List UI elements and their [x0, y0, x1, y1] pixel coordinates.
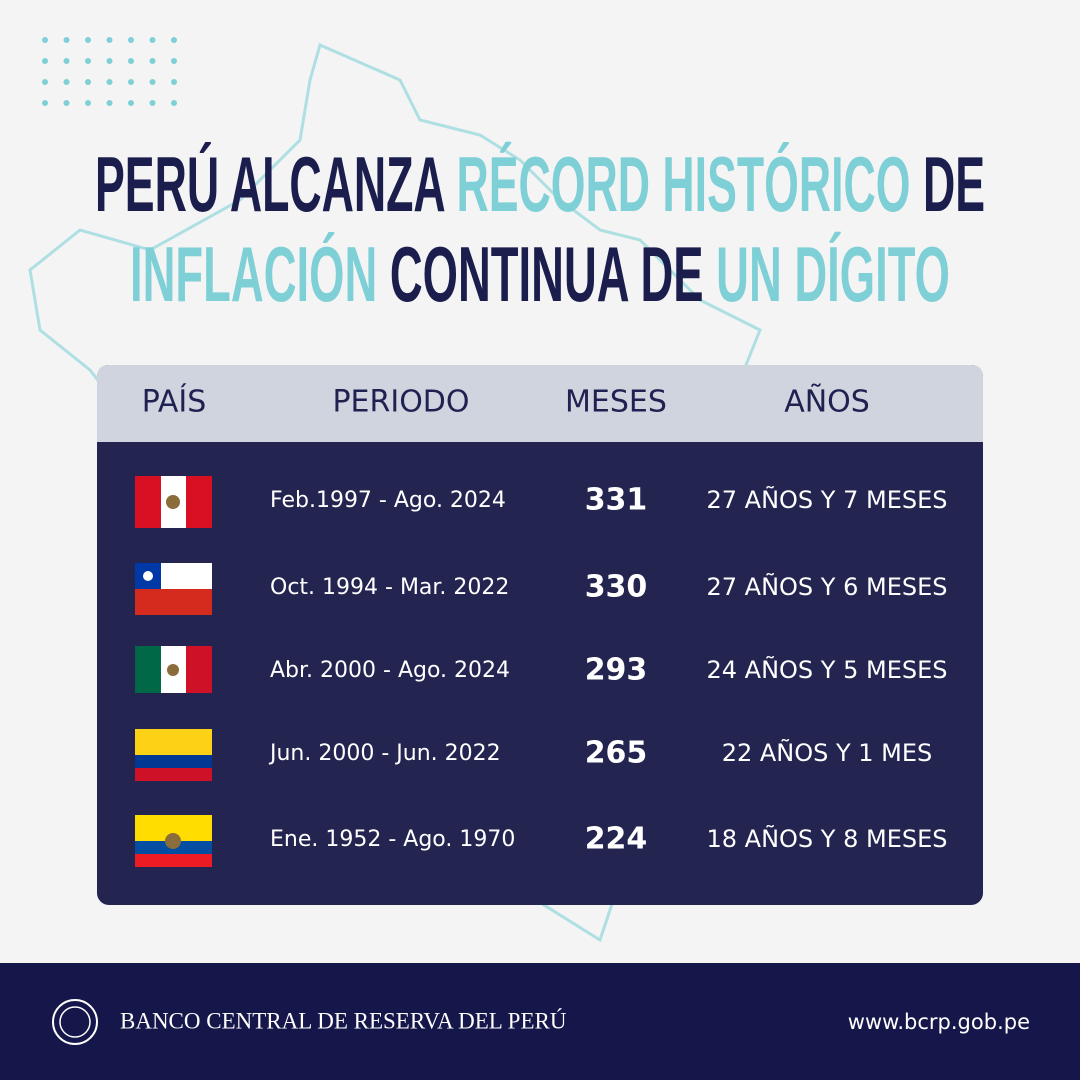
- years-cell: 27 AÑOS Y 6 MESES: [707, 571, 948, 601]
- dot: [42, 100, 48, 106]
- months-cell: 224: [585, 822, 648, 857]
- dot-grid: [42, 37, 177, 106]
- dot: [149, 58, 156, 64]
- flag-colombia: [135, 729, 212, 781]
- dot: [128, 37, 134, 43]
- title-part: INFLACIÓN: [130, 230, 377, 318]
- flag-ecuador: [135, 815, 212, 867]
- months-cell: 331: [585, 483, 648, 518]
- title-part: DE: [923, 140, 985, 228]
- dot: [42, 58, 48, 64]
- title-part: UN DÍGITO: [716, 230, 950, 318]
- header-cell: PAÍS: [142, 384, 207, 420]
- dot: [42, 79, 48, 85]
- period-cell: Ene. 1952 - Ago. 1970: [270, 827, 515, 852]
- dot: [149, 37, 156, 43]
- dot: [128, 100, 134, 106]
- footer-institution: BANCO CENTRAL DE RESERVA DEL PERÚ: [120, 1007, 567, 1033]
- dot: [106, 58, 113, 64]
- title-part: PERÚ ALCANZA: [95, 140, 445, 228]
- table-header: [97, 365, 983, 442]
- period-cell: Abr. 2000 - Ago. 2024: [270, 658, 510, 683]
- years-cell: 24 AÑOS Y 5 MESES: [707, 654, 948, 684]
- dot: [85, 79, 91, 85]
- dot: [128, 79, 134, 85]
- period-cell: Oct. 1994 - Mar. 2022: [270, 575, 509, 600]
- dot: [63, 79, 70, 85]
- flag-mexico: [135, 646, 212, 693]
- dot: [85, 58, 91, 64]
- dot: [85, 100, 91, 106]
- title-line-1: PERÚ ALCANZA RÉCORD HISTÓRICO DE: [95, 140, 985, 228]
- period-cell: Feb.1997 - Ago. 2024: [270, 488, 506, 513]
- logo-inner: [59, 1006, 91, 1038]
- dot: [171, 100, 177, 106]
- dot: [106, 100, 113, 106]
- dot: [171, 79, 177, 85]
- dot: [171, 37, 177, 43]
- dot: [63, 58, 70, 64]
- dot: [171, 58, 177, 64]
- header-cell: PERIODO: [332, 385, 469, 420]
- flag-peru: [135, 476, 212, 528]
- years-cell: 22 AÑOS Y 1 MES: [722, 737, 933, 767]
- dot: [63, 100, 70, 106]
- logo: [52, 999, 98, 1045]
- dot: [85, 37, 91, 43]
- dot: [63, 37, 70, 43]
- title-line-2: INFLACIÓN CONTINUA DE UN DÍGITO: [130, 230, 950, 318]
- dot: [106, 37, 113, 43]
- dot: [42, 37, 48, 43]
- footer-url: www.bcrp.gob.pe: [848, 1010, 1030, 1034]
- months-cell: 265: [585, 736, 648, 771]
- flag-chile: [135, 563, 212, 615]
- dot: [149, 100, 156, 106]
- title-part: CONTINUA DE: [390, 230, 704, 318]
- dot: [128, 58, 134, 64]
- dot: [149, 79, 156, 85]
- footer-bar: [0, 963, 1080, 1080]
- header-cell: AÑOS: [784, 384, 870, 420]
- dot: [106, 79, 113, 85]
- months-cell: 330: [585, 570, 648, 605]
- years-cell: 18 AÑOS Y 8 MESES: [707, 823, 948, 853]
- years-cell: 27 AÑOS Y 7 MESES: [707, 484, 948, 514]
- months-cell: 293: [585, 653, 648, 688]
- period-cell: Jun. 2000 - Jun. 2022: [268, 741, 501, 766]
- title-part: RÉCORD HISTÓRICO: [456, 140, 910, 228]
- header-cell: MESES: [565, 385, 667, 420]
- table-body: [97, 365, 983, 905]
